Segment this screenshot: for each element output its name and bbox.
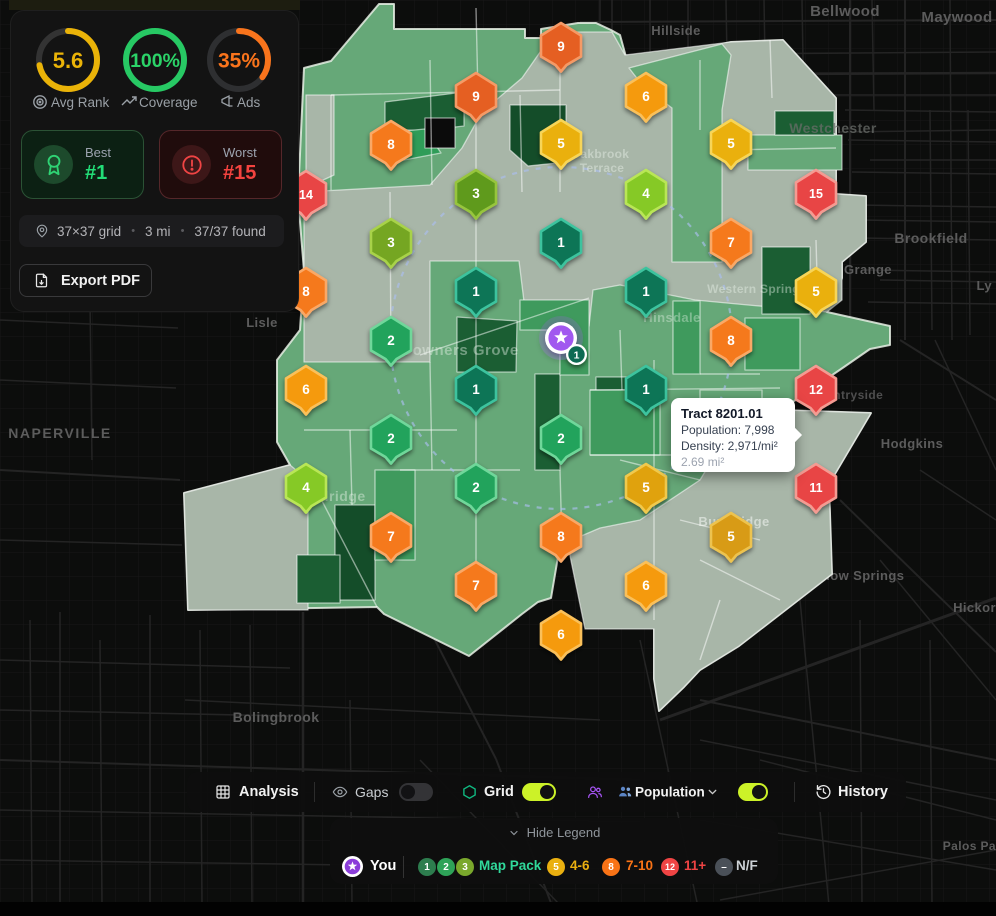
svg-text:100%: 100%: [130, 50, 180, 72]
svg-text:5: 5: [727, 529, 735, 544]
svg-text:11: 11: [809, 481, 822, 495]
svg-text:8: 8: [302, 284, 310, 299]
svg-text:1: 1: [472, 284, 480, 299]
svg-text:Maywood: Maywood: [921, 9, 992, 26]
svg-text:Ads: Ads: [237, 95, 261, 110]
svg-text:9: 9: [472, 89, 480, 104]
svg-text:2: 2: [387, 431, 395, 446]
svg-text:2: 2: [387, 333, 395, 348]
svg-text:1: 1: [574, 349, 580, 361]
svg-text:8: 8: [387, 137, 395, 152]
svg-text:1: 1: [472, 382, 480, 397]
svg-text:6: 6: [557, 627, 565, 642]
svg-text:Ly: Ly: [977, 278, 993, 293]
svg-text:Lisle: Lisle: [246, 315, 278, 330]
svg-text:15: 15: [809, 187, 823, 201]
svg-text:1: 1: [642, 284, 650, 299]
svg-text:1: 1: [557, 235, 565, 250]
svg-text:12: 12: [809, 383, 823, 397]
svg-text:1: 1: [642, 382, 650, 397]
svg-text:Western Springs: Western Springs: [707, 282, 807, 296]
svg-text:Hickor: Hickor: [953, 600, 996, 615]
svg-text:Bolingbrook: Bolingbrook: [233, 709, 320, 725]
svg-text:5: 5: [727, 136, 735, 151]
svg-text:Avg Rank: Avg Rank: [51, 95, 110, 110]
svg-text:Terrace: Terrace: [580, 161, 625, 175]
svg-text:3: 3: [387, 235, 395, 250]
svg-text:9: 9: [557, 39, 565, 54]
svg-text:2: 2: [472, 480, 480, 495]
svg-text:6: 6: [642, 89, 650, 104]
svg-text:Palos Pa: Palos Pa: [943, 839, 996, 853]
svg-text:Bellwood: Bellwood: [810, 3, 880, 20]
svg-text:Hodgkins: Hodgkins: [881, 436, 943, 451]
svg-text:Coverage: Coverage: [139, 95, 198, 110]
svg-text:Brookfield: Brookfield: [894, 230, 967, 246]
svg-text:Hinsdale: Hinsdale: [643, 310, 700, 325]
svg-text:3: 3: [472, 186, 480, 201]
svg-text:7: 7: [387, 529, 395, 544]
svg-text:8: 8: [557, 529, 565, 544]
svg-text:NAPERVILLE: NAPERVILLE: [8, 425, 111, 441]
svg-text:Westchester: Westchester: [789, 120, 877, 136]
svg-text:6: 6: [302, 382, 310, 397]
svg-text:4: 4: [302, 480, 310, 495]
svg-text:7: 7: [472, 578, 480, 593]
svg-text:5.6: 5.6: [53, 48, 84, 73]
svg-text:6: 6: [642, 578, 650, 593]
svg-text:4: 4: [642, 186, 650, 201]
svg-text:2: 2: [557, 431, 565, 446]
svg-text:5: 5: [557, 136, 565, 151]
svg-text:Oakbrook: Oakbrook: [571, 147, 629, 161]
svg-text:5: 5: [812, 284, 820, 299]
svg-text:Hillside: Hillside: [651, 23, 700, 38]
svg-text:5: 5: [642, 480, 650, 495]
svg-text:35%: 35%: [218, 50, 260, 73]
svg-text:Downers Grove: Downers Grove: [401, 342, 518, 359]
svg-text:8: 8: [727, 333, 735, 348]
svg-text:14: 14: [299, 188, 313, 202]
svg-text:7: 7: [727, 235, 735, 250]
